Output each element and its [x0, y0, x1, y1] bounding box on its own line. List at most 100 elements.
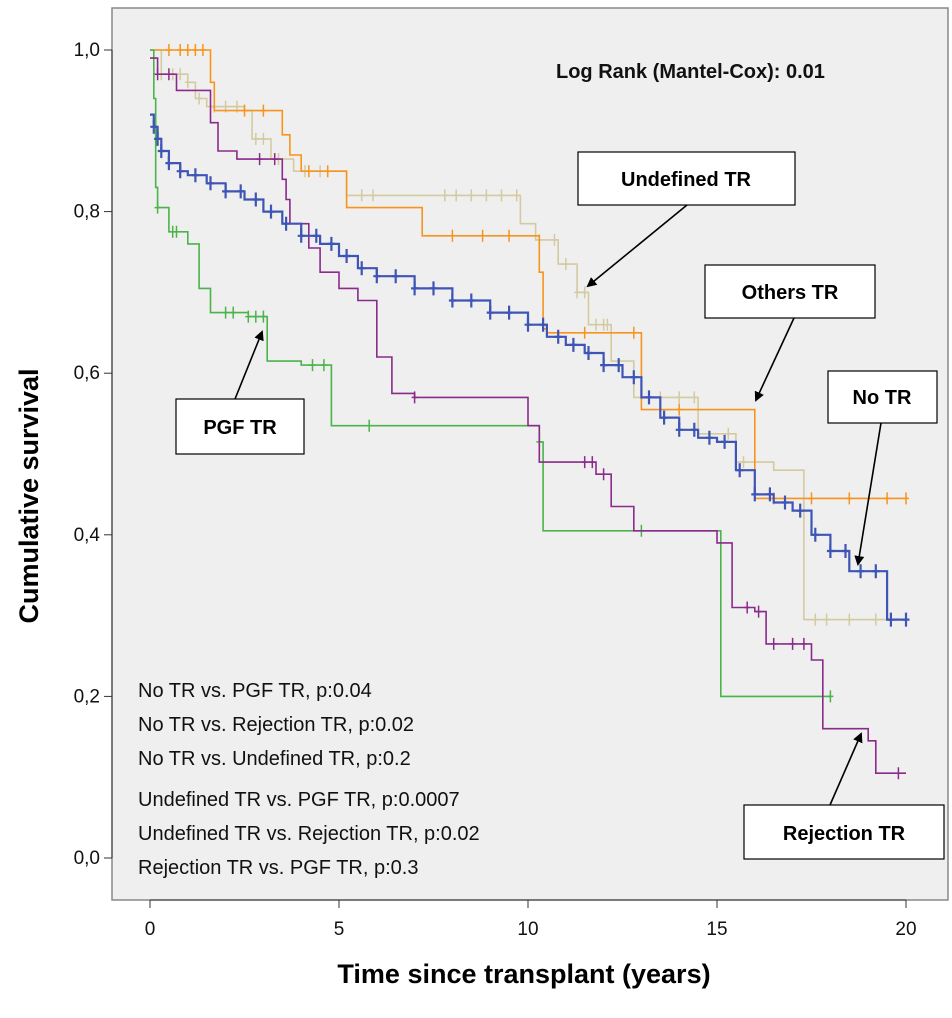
censor-mark [441, 189, 448, 202]
arrow-line [754, 317, 795, 402]
censor-mark [721, 434, 729, 449]
censor-mark [675, 422, 683, 437]
censor-mark [505, 305, 513, 320]
label-box [743, 804, 945, 860]
censor-mark [177, 44, 184, 56]
series-label-no-tr: No TR [827, 370, 938, 566]
label-box [704, 264, 876, 319]
censor-mark [604, 318, 611, 331]
censor-mark [252, 310, 259, 323]
y-axis-title: Cumulative survival [14, 368, 44, 623]
censor-mark [176, 164, 184, 179]
censor-mark [600, 468, 607, 481]
censor-mark [358, 189, 365, 202]
censor-mark [157, 144, 165, 158]
censor-mark [789, 637, 796, 650]
series-others-tr [150, 44, 909, 505]
censor-mark [690, 422, 698, 437]
censor-mark [615, 358, 623, 373]
arrow-line [854, 422, 882, 566]
censor-mark [252, 132, 259, 145]
label-text: No TR [853, 387, 912, 409]
censor-mark [593, 318, 599, 331]
series-rejection-tr [150, 57, 906, 780]
censor-mark [241, 104, 248, 117]
censor-mark [872, 564, 880, 579]
censor-mark [581, 286, 588, 299]
censor-mark [903, 492, 909, 505]
censor-mark [827, 690, 834, 703]
censor-mark [600, 358, 608, 373]
censor-mark [846, 613, 853, 626]
censor-mark [271, 153, 278, 166]
comparison-text: No TR vs. Undefined TR, p:0.2 [138, 748, 411, 770]
series-label-others-tr: Others TR [704, 264, 876, 402]
comparison-text: No TR vs. Rejection TR, p:0.02 [138, 714, 414, 736]
censor-mark [173, 225, 180, 238]
censor-mark [411, 391, 418, 404]
series-label-rejection-tr: Rejection TR [743, 732, 945, 860]
label-text: PGF TR [203, 417, 277, 439]
x-tick-label: 5 [334, 919, 345, 940]
x-tick-label: 10 [517, 919, 538, 940]
series-line [150, 49, 906, 500]
censor-mark [811, 527, 819, 542]
censor-mark [467, 293, 475, 308]
censor-mark [740, 456, 747, 469]
x-tick-label: 15 [706, 919, 727, 940]
censor-mark [230, 306, 237, 319]
censor-mark [448, 293, 456, 308]
censor-mark [150, 119, 158, 134]
x-axis: 0 5 10 15 20 [145, 899, 917, 940]
censor-mark [199, 44, 206, 56]
arrow-line [234, 330, 264, 400]
censor-mark [392, 269, 400, 284]
censor-mark [324, 165, 331, 178]
x-tick-label: 0 [145, 919, 156, 940]
censor-mark [589, 456, 596, 469]
censor-mark [222, 306, 229, 319]
censor-mark [449, 229, 456, 242]
censor-mark [154, 201, 161, 214]
y-tick-label: 0,8 [74, 202, 100, 223]
censor-mark [524, 317, 532, 332]
censor-mark [551, 233, 558, 246]
censor-mark [725, 427, 732, 440]
censor-mark [630, 370, 638, 385]
censor-mark [581, 456, 588, 469]
censor-mark [184, 76, 191, 89]
censor-mark [191, 168, 199, 183]
censor-mark [312, 228, 320, 243]
censor-mark [887, 612, 895, 627]
censor-mark [562, 258, 569, 271]
censor-mark [513, 189, 520, 202]
label-text: Rejection TR [783, 823, 906, 845]
censor-mark [486, 305, 494, 320]
censor-mark [846, 492, 853, 505]
comparison-list: No TR vs. PGF TR, p:0.04 No TR vs. Rejec… [138, 680, 480, 879]
censor-mark [736, 463, 744, 478]
censor-mark [267, 204, 275, 219]
censor-mark [468, 189, 475, 202]
label-text: Undefined TR [621, 169, 752, 191]
censor-mark [823, 613, 830, 626]
censor-mark [857, 564, 865, 579]
censor-mark [744, 601, 751, 614]
censor-mark [902, 612, 910, 627]
x-axis-title: Time since transplant (years) [337, 959, 710, 989]
censor-mark [705, 430, 713, 445]
censor-mark [660, 410, 668, 425]
censor-mark [282, 216, 290, 231]
censor-mark [453, 189, 460, 202]
censor-mark [808, 492, 815, 505]
censor-mark [796, 503, 804, 518]
comparison-text: Undefined TR vs. Rejection TR, p:0.02 [138, 823, 480, 845]
y-tick-label: 0,6 [74, 363, 100, 384]
y-tick-label: 0,0 [74, 848, 100, 869]
censor-mark [569, 337, 577, 352]
censor-mark [256, 153, 263, 166]
censor-mark [506, 229, 513, 242]
series-label-undefined-tr: Undefined TR [577, 151, 796, 288]
censor-mark [165, 44, 172, 56]
